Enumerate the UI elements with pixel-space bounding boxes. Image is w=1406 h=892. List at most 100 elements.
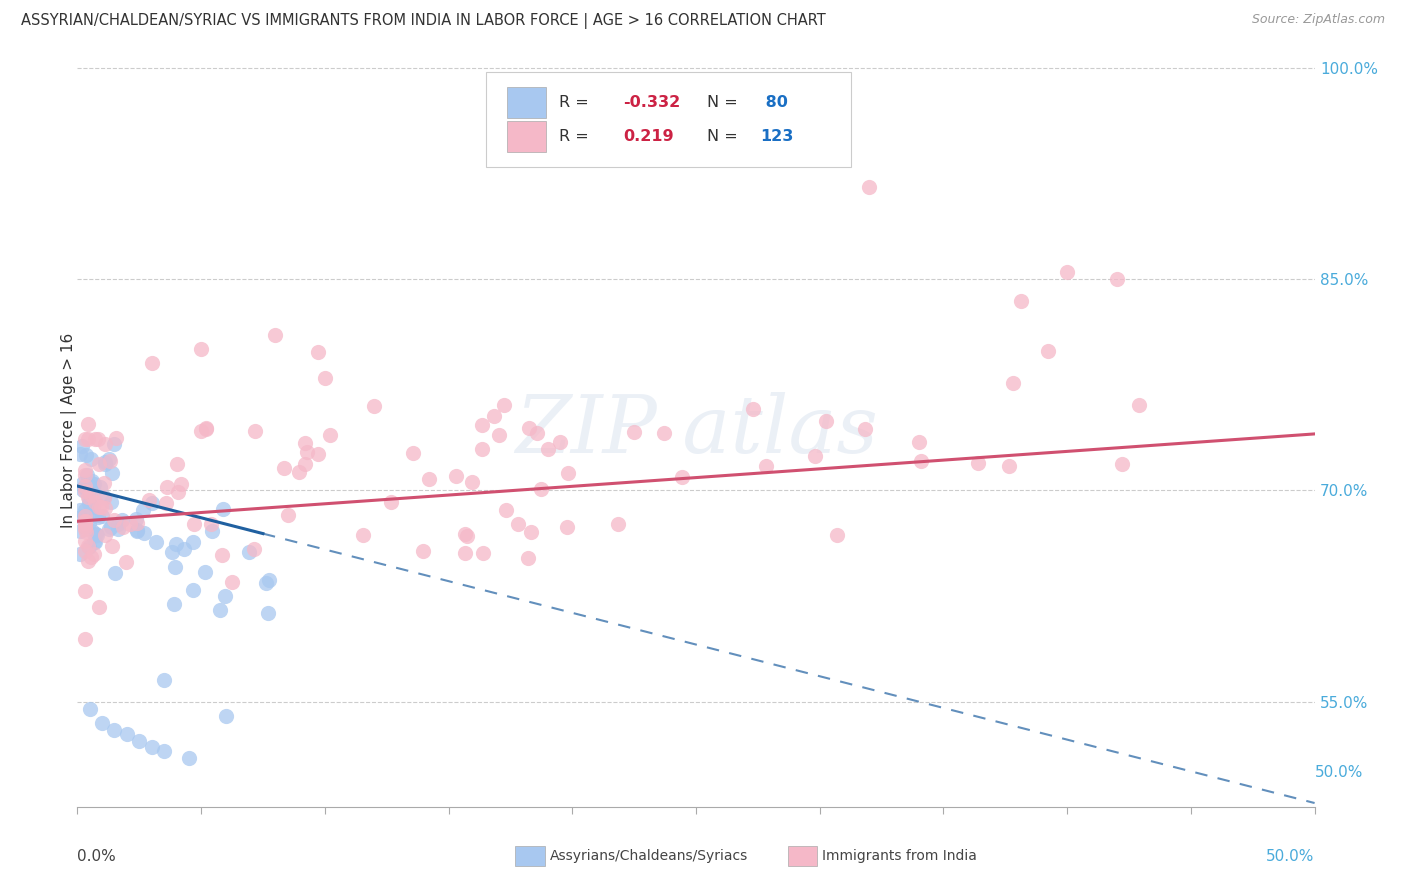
Point [89, 599, 111, 614]
Point [77, 483, 100, 498]
Point [73, 480, 96, 494]
Point [257, 573, 280, 587]
Point [537, 442, 560, 456]
Point [94, 528, 117, 542]
Point [165, 560, 187, 574]
Point [454, 547, 477, 561]
FancyBboxPatch shape [485, 72, 851, 167]
Point [120, 517, 142, 532]
Point [163, 597, 186, 611]
Point [907, 434, 929, 449]
Point [194, 566, 217, 580]
Point [100, 539, 122, 553]
Point [128, 734, 150, 748]
Point [548, 434, 571, 449]
Point [83, 547, 105, 561]
Point [412, 544, 434, 558]
Point [254, 576, 277, 591]
Point [93, 455, 115, 469]
Point [177, 751, 200, 765]
Point [80, 500, 103, 514]
Text: -0.332: -0.332 [623, 95, 681, 110]
Point [84, 495, 107, 509]
Point [94, 457, 117, 471]
Point [73, 467, 96, 482]
FancyBboxPatch shape [506, 120, 547, 153]
Point [211, 501, 233, 516]
Point [141, 739, 163, 754]
Point [75, 525, 97, 540]
Y-axis label: In Labor Force | Age > 16: In Labor Force | Age > 16 [60, 333, 77, 528]
Point [1038, 343, 1060, 358]
Point [132, 503, 155, 517]
Point [243, 542, 266, 557]
Point [72, 439, 94, 453]
Point [82, 476, 104, 491]
Point [97, 522, 120, 536]
Point [90, 500, 112, 514]
Point [1105, 272, 1128, 286]
Text: N =: N = [707, 95, 742, 110]
Point [294, 435, 316, 450]
Point [160, 545, 183, 559]
Point [155, 496, 177, 510]
Point [73, 514, 96, 528]
Point [86, 528, 108, 542]
Point [488, 427, 510, 442]
Point [190, 343, 212, 357]
Point [111, 512, 134, 526]
Point [83, 477, 105, 491]
Point [145, 534, 167, 549]
Point [1010, 293, 1032, 308]
Point [194, 421, 217, 435]
Point [243, 424, 266, 438]
Point [91, 508, 114, 523]
Text: Source: ZipAtlas.com: Source: ZipAtlas.com [1251, 13, 1385, 27]
Point [516, 550, 538, 565]
Point [73, 516, 96, 530]
Point [461, 475, 484, 490]
Point [94, 500, 117, 515]
Point [471, 417, 494, 432]
Point [297, 445, 319, 459]
Point [607, 516, 630, 531]
Point [472, 545, 495, 559]
Point [73, 632, 96, 646]
Point [77, 492, 100, 507]
Point [380, 494, 402, 508]
Point [153, 744, 176, 758]
Point [804, 449, 827, 463]
Point [73, 463, 96, 477]
Point [190, 425, 212, 439]
Point [153, 673, 176, 688]
Point [517, 421, 540, 435]
FancyBboxPatch shape [506, 87, 547, 119]
Point [264, 328, 287, 343]
Point [211, 549, 233, 563]
Point [125, 524, 148, 538]
Point [238, 544, 260, 558]
Point [273, 460, 295, 475]
Point [526, 425, 548, 440]
Point [494, 398, 516, 412]
Point [652, 426, 675, 441]
Point [557, 466, 579, 480]
Point [209, 603, 232, 617]
Point [93, 491, 115, 505]
Point [79, 701, 101, 715]
Point [495, 502, 517, 516]
Point [93, 490, 115, 504]
Point [91, 715, 114, 730]
Text: R =: R = [558, 95, 593, 110]
Point [363, 399, 385, 413]
Text: 0.0%: 0.0% [77, 848, 117, 863]
Point [307, 446, 329, 460]
Point [73, 533, 96, 548]
Point [456, 529, 478, 543]
Point [73, 479, 96, 493]
Point [104, 566, 127, 581]
Point [80, 488, 103, 502]
Point [87, 510, 110, 524]
Point [69, 503, 91, 517]
Point [125, 524, 148, 538]
